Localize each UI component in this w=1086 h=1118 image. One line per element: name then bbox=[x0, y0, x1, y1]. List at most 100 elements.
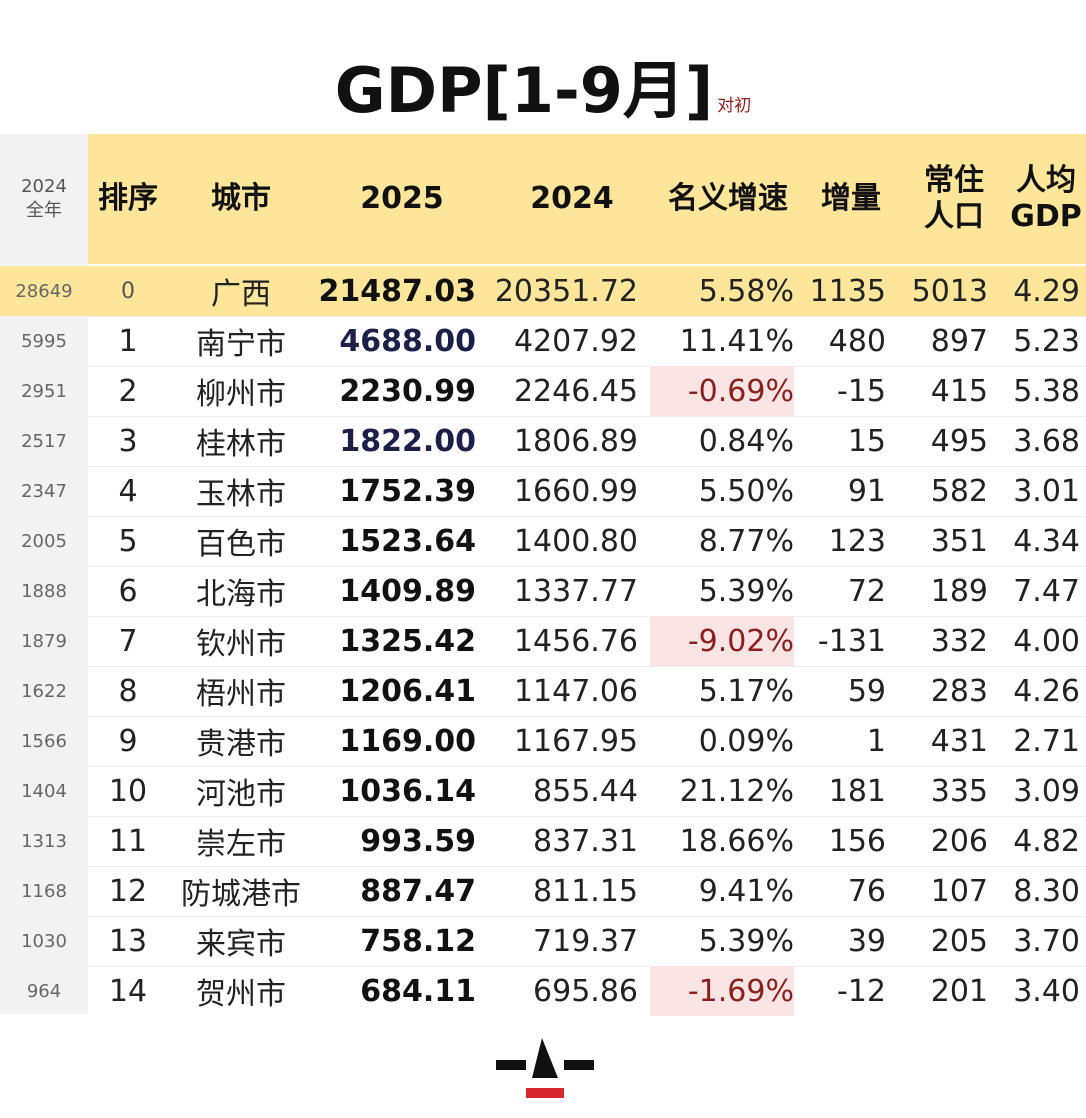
cell-per-capita: 7.47 bbox=[1013, 573, 1080, 609]
cell-rank: 10 bbox=[108, 773, 148, 809]
row-divider bbox=[88, 766, 1086, 767]
cell-per-capita: 5.38 bbox=[1013, 373, 1080, 409]
header-population-line1: 常住 bbox=[924, 163, 984, 198]
header-prev-year-value: 2024 bbox=[21, 175, 67, 197]
table-row: 5995 1 南宁市 4688.00 4207.92 11.41% 480 897 5.23 bbox=[0, 316, 1086, 366]
cell-population: 897 bbox=[930, 323, 988, 359]
cell-growth: -0.69% bbox=[650, 366, 794, 416]
cell-growth: 21.12% bbox=[679, 773, 794, 809]
cell-city: 桂林市 bbox=[196, 427, 286, 462]
cell-rank: 6 bbox=[118, 573, 138, 609]
cell-rank: 1 bbox=[118, 323, 138, 359]
table-row-total: 28649 0 广西 21487.03 20351.72 5.58% 1135 … bbox=[0, 266, 1086, 316]
row-divider bbox=[88, 466, 1086, 467]
cell-2025: 21487.03 bbox=[318, 273, 476, 309]
cell-2024: 4207.92 bbox=[513, 323, 638, 359]
cell-city: 南宁市 bbox=[196, 327, 286, 362]
cell-prev-year: 2005 bbox=[21, 530, 67, 552]
table-row: 1888 6 北海市 1409.89 1337.77 5.39% 72 189 7.47 bbox=[0, 566, 1086, 616]
cell-city: 贵港市 bbox=[196, 727, 286, 762]
logo-bar-right bbox=[564, 1060, 594, 1070]
cell-rank: 4 bbox=[118, 473, 138, 509]
cell-2024: 855.44 bbox=[533, 773, 638, 809]
header-population-line2: 人口 bbox=[924, 199, 984, 234]
header-growth: 名义增速 bbox=[668, 181, 788, 216]
cell-2025: 2230.99 bbox=[339, 373, 476, 409]
cell-2024: 20351.72 bbox=[494, 273, 638, 309]
cell-rank: 3 bbox=[118, 423, 138, 459]
header-2025: 2025 bbox=[360, 181, 444, 216]
table-row: 2951 2 柳州市 2230.99 2246.45 -0.69% -15 415 5.38 bbox=[0, 366, 1086, 416]
cell-prev-year: 1622 bbox=[21, 680, 67, 702]
cell-prev-year: 1888 bbox=[21, 580, 67, 602]
cell-growth: 18.66% bbox=[679, 823, 794, 859]
cell-2024: 811.15 bbox=[533, 873, 638, 909]
cell-per-capita: 3.01 bbox=[1013, 473, 1080, 509]
header-increase: 增量 bbox=[821, 181, 881, 216]
cell-2025: 758.12 bbox=[360, 923, 476, 959]
row-divider bbox=[88, 866, 1086, 867]
cell-2024: 837.31 bbox=[533, 823, 638, 859]
cell-increase: 91 bbox=[847, 473, 886, 509]
cell-prev-year: 5995 bbox=[21, 330, 67, 352]
cell-growth: 5.17% bbox=[698, 673, 794, 709]
brand-logo-icon bbox=[496, 1038, 594, 1098]
header-per-capita-line1: 人均 bbox=[1016, 163, 1076, 198]
row-divider bbox=[88, 666, 1086, 667]
cell-increase: 480 bbox=[828, 323, 886, 359]
table-row: 2517 3 桂林市 1822.00 1806.89 0.84% 15 495 3.68 bbox=[0, 416, 1086, 466]
cell-population: 107 bbox=[930, 873, 988, 909]
row-divider bbox=[88, 816, 1086, 817]
cell-increase: 181 bbox=[828, 773, 886, 809]
table-row: 1566 9 贵港市 1169.00 1167.95 0.09% 1 431 2.71 bbox=[0, 716, 1086, 766]
row-divider bbox=[88, 516, 1086, 517]
cell-per-capita: 3.70 bbox=[1013, 923, 1080, 959]
cell-2024: 1400.80 bbox=[513, 523, 638, 559]
cell-2025: 1206.41 bbox=[339, 673, 476, 709]
cell-2025: 887.47 bbox=[360, 873, 476, 909]
header-prev-year: 2024 全年 bbox=[0, 134, 88, 264]
cell-2025: 1822.00 bbox=[339, 423, 476, 459]
cell-population: 495 bbox=[930, 423, 988, 459]
cell-increase: -131 bbox=[817, 623, 886, 659]
cell-prev-year: 2517 bbox=[21, 430, 67, 452]
cell-rank: 8 bbox=[118, 673, 138, 709]
logo-peak bbox=[532, 1038, 558, 1078]
cell-2025: 684.11 bbox=[360, 973, 476, 1009]
cell-rank: 0 bbox=[121, 278, 135, 304]
cell-increase: 156 bbox=[828, 823, 886, 859]
cell-per-capita: 4.34 bbox=[1013, 523, 1080, 559]
cell-population: 5013 bbox=[911, 273, 988, 309]
cell-2024: 1660.99 bbox=[513, 473, 638, 509]
page-title: GDP[1-9月] bbox=[334, 54, 714, 127]
table-header: 2024 全年 排序 城市 2025 2024 名义增速 增量 常住 人口 人均… bbox=[0, 134, 1086, 264]
cell-per-capita: 4.29 bbox=[1013, 273, 1080, 309]
cell-2025: 1409.89 bbox=[339, 573, 476, 609]
cell-population: 351 bbox=[930, 523, 988, 559]
cell-per-capita: 3.09 bbox=[1013, 773, 1080, 809]
header-per-capita-line2: GDP bbox=[1010, 199, 1082, 234]
cell-city: 梧州市 bbox=[196, 677, 286, 712]
cell-city: 广西 bbox=[211, 277, 271, 312]
cell-per-capita: 2.71 bbox=[1013, 723, 1080, 759]
table-row: 2347 4 玉林市 1752.39 1660.99 5.50% 91 582 3.01 bbox=[0, 466, 1086, 516]
table-row: 1313 11 崇左市 993.59 837.31 18.66% 156 206 4.82 bbox=[0, 816, 1086, 866]
cell-2025: 1523.64 bbox=[339, 523, 476, 559]
cell-city: 钦州市 bbox=[196, 627, 286, 662]
cell-growth: 0.09% bbox=[698, 723, 794, 759]
cell-2024: 719.37 bbox=[533, 923, 638, 959]
cell-per-capita: 3.68 bbox=[1013, 423, 1080, 459]
cell-population: 205 bbox=[930, 923, 988, 959]
table-row: 1168 12 防城港市 887.47 811.15 9.41% 76 107 8.30 bbox=[0, 866, 1086, 916]
cell-increase: 59 bbox=[847, 673, 886, 709]
cell-2024: 695.86 bbox=[533, 973, 638, 1009]
cell-2024: 1337.77 bbox=[513, 573, 638, 609]
row-divider bbox=[88, 966, 1086, 967]
cell-per-capita: 4.00 bbox=[1013, 623, 1080, 659]
cell-increase: -12 bbox=[837, 973, 886, 1009]
cell-city: 百色市 bbox=[196, 527, 286, 562]
cell-growth: 5.39% bbox=[698, 573, 794, 609]
header-per-capita: 人均 GDP bbox=[1006, 134, 1086, 264]
row-divider bbox=[88, 316, 1086, 317]
table-row: 1030 13 来宾市 758.12 719.37 5.39% 39 205 3.70 bbox=[0, 916, 1086, 966]
